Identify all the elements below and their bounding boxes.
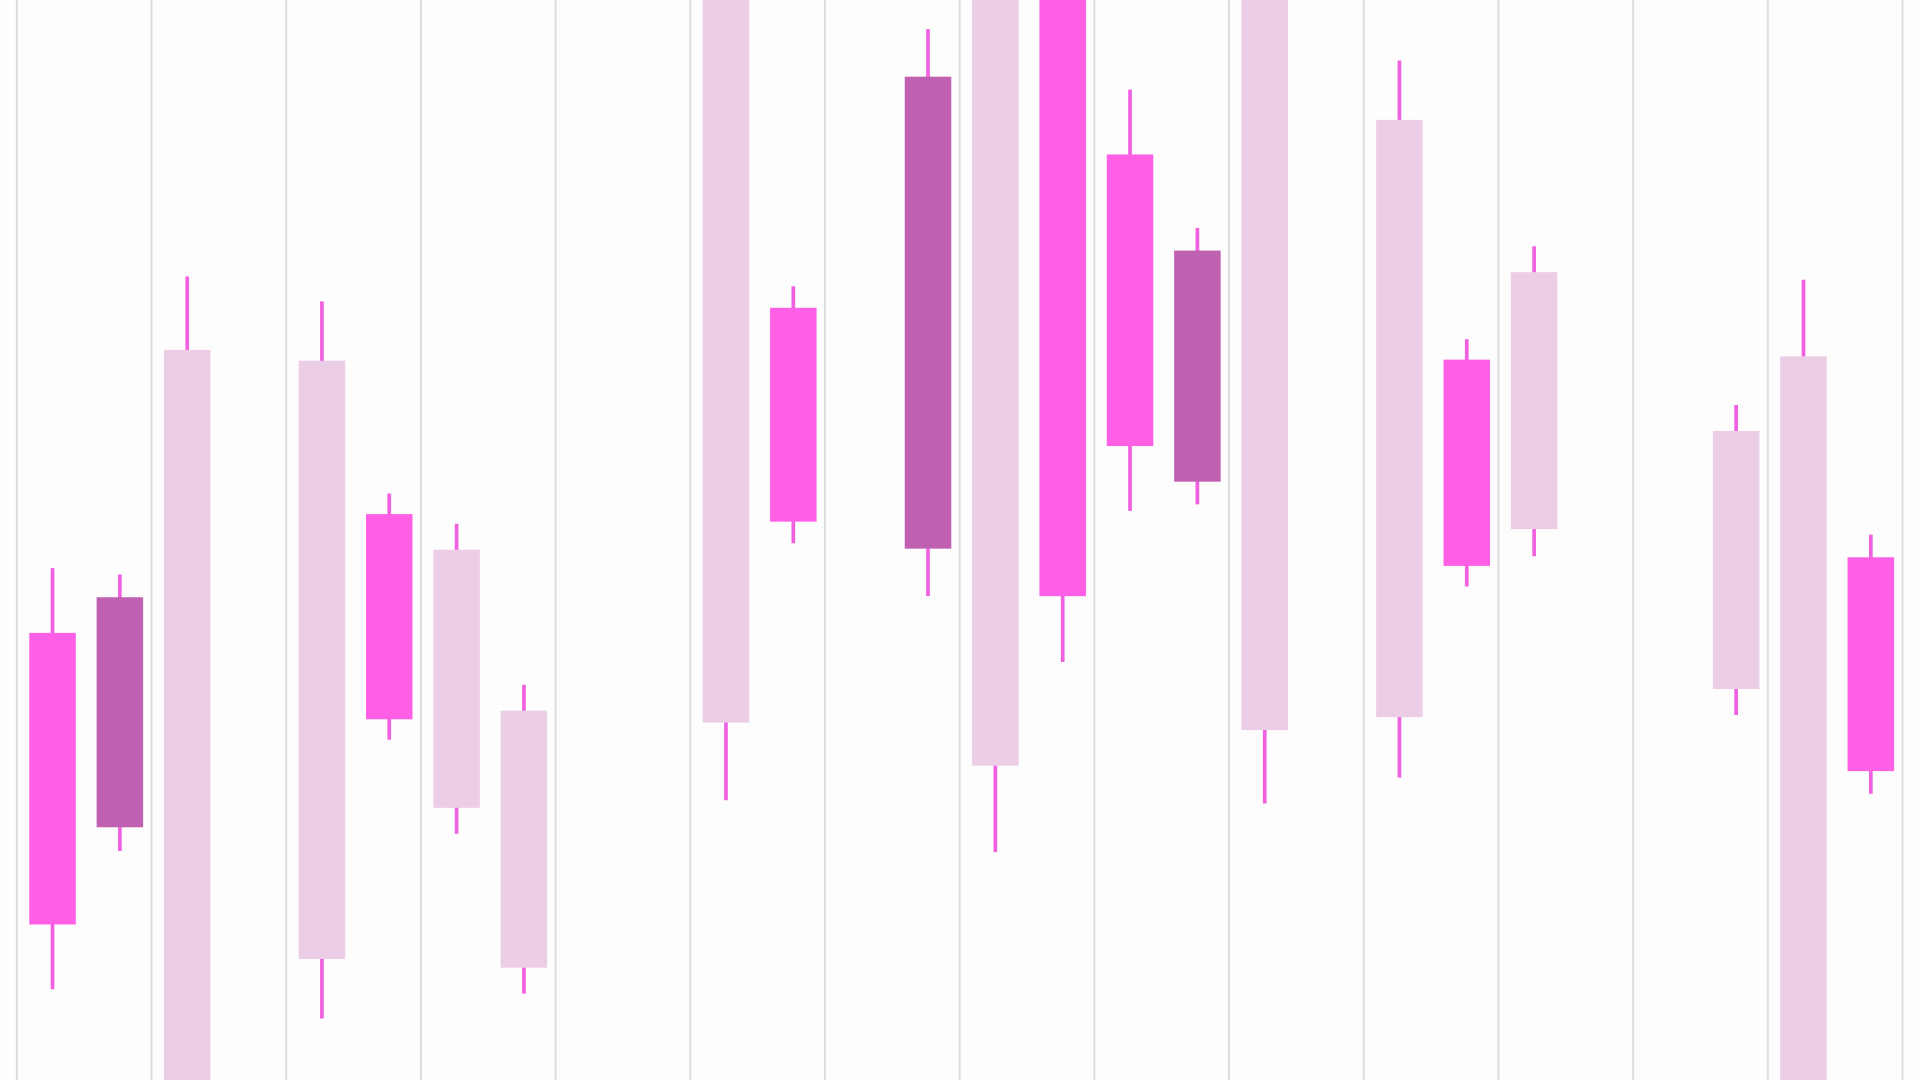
candle-body — [904, 76, 952, 549]
candle-body — [1712, 430, 1760, 690]
candle — [163, 276, 211, 1080]
candle-body — [1443, 359, 1491, 566]
candle-body — [433, 549, 480, 808]
candle — [904, 29, 952, 597]
candle — [433, 523, 480, 834]
candle — [500, 684, 548, 994]
candle — [96, 574, 144, 852]
candle — [1510, 246, 1558, 557]
candle — [365, 493, 413, 740]
candle-body — [365, 514, 413, 720]
candle — [1241, 0, 1289, 804]
candle-body — [1376, 119, 1423, 718]
candle-body — [500, 710, 548, 968]
candle-body — [1174, 250, 1221, 482]
candle-body — [1241, 0, 1289, 731]
candle — [702, 0, 750, 801]
candle-body — [1847, 557, 1895, 772]
candle — [770, 286, 817, 544]
candle-body — [163, 349, 211, 1080]
candle-body — [298, 360, 346, 960]
candle-body — [1780, 356, 1827, 1080]
candle — [1106, 89, 1154, 511]
candle — [972, 0, 1019, 853]
candle-body — [770, 307, 817, 522]
candle-body — [1510, 272, 1558, 530]
candle-body — [96, 597, 144, 828]
candle — [1712, 405, 1760, 715]
candle — [1376, 60, 1423, 778]
candle — [1039, 0, 1086, 663]
candle-body — [702, 0, 750, 723]
candle — [1443, 339, 1491, 587]
candle — [1780, 279, 1827, 1080]
candle — [1847, 534, 1895, 794]
candle-body — [1039, 0, 1086, 597]
grid-lines — [15, 0, 1904, 1080]
candle — [29, 568, 76, 990]
candle-body — [29, 632, 76, 925]
candle — [298, 301, 346, 1019]
candle-body — [1106, 154, 1154, 447]
candles — [29, 0, 1895, 1080]
candle-body — [972, 0, 1019, 766]
candle — [1174, 227, 1221, 505]
